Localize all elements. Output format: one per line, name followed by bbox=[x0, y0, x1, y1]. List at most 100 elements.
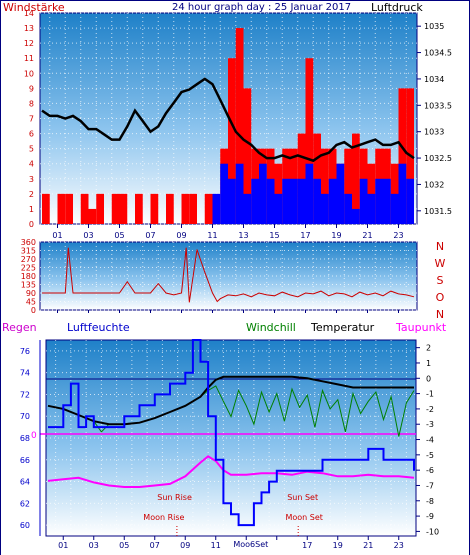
wind-bar bbox=[243, 193, 252, 224]
compass-label: N bbox=[436, 240, 444, 253]
panel3-annotations: Sun Rise Moon Rise Moon Set Sun Set Moo6Set bbox=[143, 493, 323, 549]
x-tick-label: 15 bbox=[269, 231, 279, 240]
wind-bar bbox=[266, 178, 275, 224]
temperature-tick-label: -3 bbox=[426, 420, 434, 429]
wind-bar bbox=[375, 178, 383, 224]
x-tick-label: 09 bbox=[176, 231, 186, 240]
x-tick-label: 23 bbox=[393, 231, 403, 240]
gust-bar bbox=[321, 148, 329, 224]
wind-bar bbox=[235, 163, 244, 224]
x-tick-label: 03 bbox=[89, 541, 99, 550]
compass-label: W bbox=[435, 257, 446, 270]
right-tick-label: 1034.5 bbox=[424, 49, 452, 58]
gust-bar bbox=[398, 88, 407, 224]
wind-direction-line bbox=[42, 247, 415, 303]
left-tick-label: 10 bbox=[24, 69, 34, 78]
direction-tick-label: 270 bbox=[21, 255, 36, 264]
left-tick-label: 9 bbox=[29, 84, 34, 93]
right-tick-label: 1035 bbox=[424, 22, 444, 31]
humidity-tick-label: 66 bbox=[20, 456, 30, 465]
right-tick-label: 1031.5 bbox=[424, 207, 452, 216]
x-tick-label: 01 bbox=[58, 541, 68, 550]
x-tick-label: 09 bbox=[180, 541, 190, 550]
compass-label: S bbox=[437, 274, 444, 287]
right-tick-label: 1032.5 bbox=[424, 154, 452, 163]
x-tick-label: 07 bbox=[150, 541, 160, 550]
temperature-tick-label: -1 bbox=[426, 390, 434, 399]
panel2-series bbox=[42, 247, 415, 303]
gust-bar bbox=[119, 193, 128, 224]
wind-bar bbox=[406, 178, 414, 224]
humidity-tick-label: 60 bbox=[20, 521, 30, 530]
temperature-tick-label: -2 bbox=[426, 405, 434, 414]
x-tick-label: 11 bbox=[211, 541, 221, 550]
gust-bar bbox=[42, 193, 50, 224]
annotation-label: Sun Rise bbox=[157, 493, 192, 502]
gust-bar bbox=[57, 193, 66, 224]
wind-bar bbox=[274, 193, 283, 224]
right-tick-label: 1033.5 bbox=[424, 101, 452, 110]
left-tick-label: 1 bbox=[29, 205, 34, 214]
gust-bar bbox=[352, 133, 360, 224]
wind-bar bbox=[359, 178, 368, 224]
direction-tick-label: 0 bbox=[31, 306, 36, 315]
wind-bar bbox=[367, 193, 376, 224]
x-tick-label: 23 bbox=[394, 541, 404, 550]
left-tick-label: 6 bbox=[29, 130, 34, 139]
wind-bar bbox=[228, 178, 236, 224]
direction-tick-label: 315 bbox=[21, 247, 36, 256]
direction-tick-label: 90 bbox=[26, 289, 36, 298]
wind-bar bbox=[220, 163, 228, 224]
rain-label: Regen bbox=[2, 321, 37, 334]
wind-bar bbox=[290, 178, 298, 224]
gust-bar bbox=[243, 88, 252, 224]
windchill-label: Windchill bbox=[246, 321, 296, 334]
gust-bar bbox=[235, 28, 244, 225]
panel1-series bbox=[41, 28, 415, 225]
gust-bar bbox=[111, 193, 120, 224]
gust-bar bbox=[150, 193, 159, 224]
panel3-x-ticks: 01 03 05 07 09 11 17 19 21 23 bbox=[58, 536, 404, 550]
direction-tick-label: 225 bbox=[21, 264, 36, 273]
temperature-tick-label: 1 bbox=[426, 359, 431, 368]
right-tick-label: 1033 bbox=[424, 128, 444, 137]
left-tick-label: 7 bbox=[29, 115, 34, 124]
gust-bar bbox=[297, 133, 306, 224]
temperature-label: Temperatur bbox=[310, 321, 375, 334]
panel3-right-ticks: 2 1 0 -1 -2 -3 -4 -5 -6 -7 -8 -9 -10 bbox=[416, 344, 439, 536]
pressure-line bbox=[41, 77, 415, 163]
temperature-tick-label: -10 bbox=[426, 527, 439, 536]
gust-bar bbox=[96, 193, 104, 224]
panel2-grid bbox=[40, 241, 417, 311]
annotation-label: Sun Set bbox=[287, 493, 318, 502]
humidity-line bbox=[48, 339, 415, 527]
wind-bar bbox=[305, 163, 314, 224]
gust-bar bbox=[88, 208, 97, 224]
wind-bar bbox=[398, 163, 407, 224]
wind-bar bbox=[321, 193, 329, 224]
compass-label: O bbox=[436, 291, 445, 304]
humidity-label: Luftfeuchte bbox=[67, 321, 130, 334]
humidity-tick-label: 68 bbox=[20, 434, 30, 443]
x-tick-label: 07 bbox=[145, 231, 155, 240]
gust-bar bbox=[204, 193, 213, 224]
wind-bar bbox=[344, 193, 352, 224]
x-tick-label: 19 bbox=[331, 231, 341, 240]
temperature-tick-label: 0 bbox=[426, 374, 431, 383]
gust-bar bbox=[344, 148, 352, 224]
temperature-tick-label: -7 bbox=[426, 481, 434, 490]
rain-zero-tick: 0 bbox=[31, 431, 37, 441]
annotation-label: Moon Rise bbox=[143, 513, 184, 522]
wind-bar bbox=[336, 163, 345, 224]
gust-bar bbox=[80, 193, 89, 224]
temperature-tick-label: 2 bbox=[426, 344, 431, 353]
humidity-tick-label: 64 bbox=[20, 478, 30, 487]
direction-tick-label: 135 bbox=[21, 281, 36, 290]
temperature-line bbox=[47, 375, 414, 426]
temperature-tick-label: -9 bbox=[426, 512, 434, 521]
panel2-left-ticks: 0 90 180 270 360 45 135 225 315 bbox=[21, 238, 36, 315]
left-tick-label: 3 bbox=[29, 175, 34, 184]
